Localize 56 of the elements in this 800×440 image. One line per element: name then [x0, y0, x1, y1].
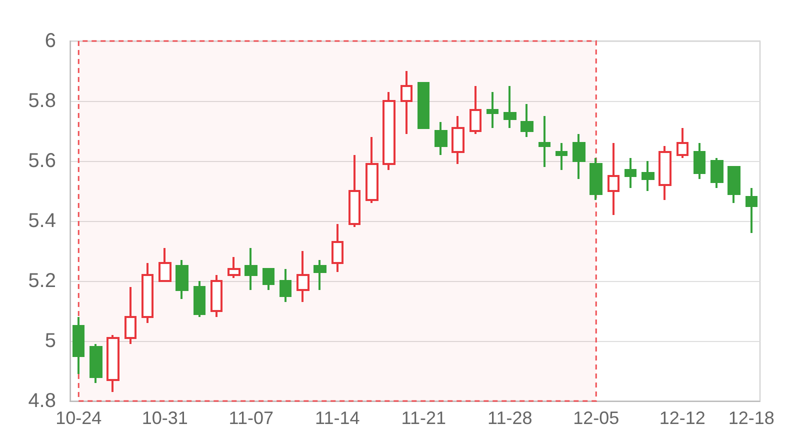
- candlestick: [434, 121, 448, 156]
- candlestick: [382, 91, 396, 171]
- y-tick-label: 5.2: [28, 270, 56, 292]
- candlestick: [72, 316, 84, 375]
- candlestick: [504, 85, 516, 129]
- candlestick: [366, 136, 378, 204]
- x-tick-label: 11-07: [228, 408, 274, 428]
- candlestick: [590, 157, 602, 201]
- candlestick: [142, 262, 154, 324]
- candlestick: [710, 157, 724, 189]
- candlestick: [556, 142, 568, 171]
- candlestick: [608, 142, 620, 216]
- x-tick-label: 10-31: [142, 408, 188, 428]
- candlestick: [228, 256, 240, 279]
- candlestick: [452, 115, 464, 165]
- candlestick: [624, 157, 636, 189]
- candlestick: [158, 247, 172, 282]
- candlestick: [314, 259, 326, 291]
- candlestick: [262, 268, 274, 291]
- x-tick-label: 12-05: [573, 408, 620, 428]
- candlestick: [746, 187, 758, 234]
- y-tick-label: 5.4: [28, 210, 56, 232]
- y-tick-label: 5: [44, 330, 56, 352]
- candlestick: [572, 133, 586, 180]
- candlestick: [658, 145, 672, 201]
- candlestick: [418, 82, 430, 129]
- candlestick: [194, 280, 206, 318]
- x-tick-label: 11-21: [401, 408, 446, 428]
- candlestick: [470, 85, 482, 135]
- candlestick: [348, 154, 360, 228]
- candlestick: [538, 115, 550, 168]
- y-tick-label: 6: [44, 30, 56, 52]
- candlestick: [210, 274, 222, 318]
- candlestick: [106, 334, 120, 393]
- candlestick: [676, 127, 688, 159]
- candlestick: [296, 250, 310, 303]
- candlestick: [176, 259, 188, 300]
- x-tick-label: 12-18: [728, 408, 774, 428]
- x-tick-label: 12-12: [659, 408, 706, 428]
- x-tick-label: 10-24: [56, 408, 102, 428]
- y-tick-label: 5.8: [28, 90, 56, 112]
- candlestick: [244, 247, 258, 291]
- candlestick: [90, 343, 102, 384]
- x-tick-label: 11-14: [315, 408, 360, 428]
- candlestick: [280, 268, 292, 303]
- candlestick: [486, 91, 498, 129]
- x-tick-label: 11-28: [488, 408, 532, 428]
- y-tick-label: 4.8: [28, 390, 56, 412]
- y-tick-label: 5.6: [28, 150, 56, 172]
- candlestick: [728, 166, 740, 204]
- candlestick: [400, 70, 412, 135]
- candlestick: [642, 160, 654, 192]
- candlestick: [332, 223, 344, 273]
- candlestick: [520, 103, 534, 138]
- candlestick: [694, 142, 706, 180]
- candlestick: [124, 286, 136, 345]
